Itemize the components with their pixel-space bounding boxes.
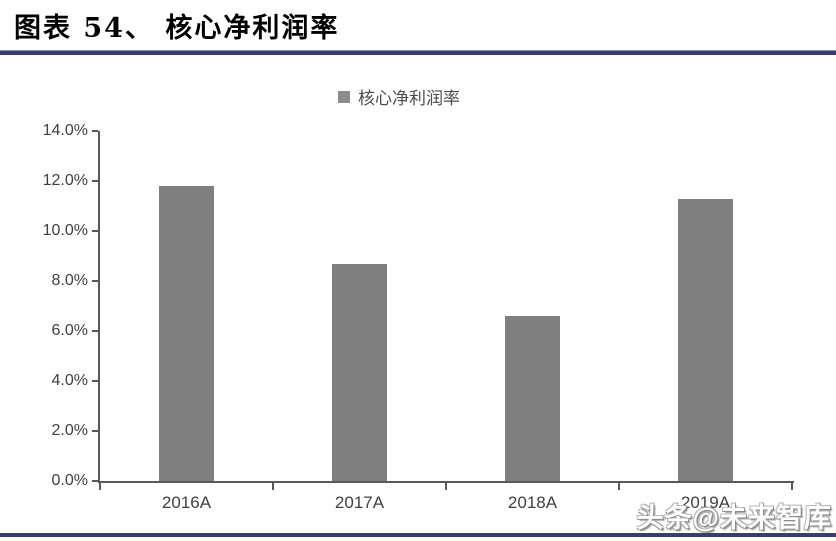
bar-2018A [505,316,560,481]
x-axis-label-2018A: 2018A [507,493,558,512]
page-title: 图表 54、 核心净利润率 [14,13,340,44]
y-tick [92,180,98,182]
x-axis-line [98,481,794,483]
x-axis-label-2019A: 2019A [680,493,731,512]
y-tick-label: 4.0% [51,372,88,389]
y-tick-label: 14.0% [42,122,88,139]
y-tick [92,230,98,232]
watermark: 头条@未来智库 [636,503,832,533]
y-tick [92,480,98,482]
bar-2017A [332,263,387,481]
y-tick [92,430,98,432]
y-tick-label: 10.0% [42,222,88,239]
x-axis-label-2016A: 2016A [161,493,212,512]
header-rule [0,50,836,55]
y-tick-label: 6.0% [51,322,88,339]
footer-rule [0,533,836,537]
x-tick [618,483,620,490]
x-tick [791,483,793,490]
x-tick [272,483,274,490]
y-tick [92,330,98,332]
y-tick-label: 12.0% [42,172,88,189]
y-tick [92,280,98,282]
bar-2019A [678,198,733,481]
y-tick-label: 2.0% [51,422,88,439]
y-tick-label: 0.0% [51,472,88,489]
y-tick [92,380,98,382]
legend: 核心净利润率 [338,84,460,109]
bar-2016A [159,186,214,481]
x-tick [445,483,447,490]
legend-swatch-icon [338,90,350,103]
y-tick [92,130,98,132]
y-axis-line [98,131,100,483]
y-tick-label: 8.0% [51,272,88,289]
x-tick [99,483,101,490]
legend-label: 核心净利润率 [358,89,460,108]
x-axis-label-2017A: 2017A [334,493,385,512]
